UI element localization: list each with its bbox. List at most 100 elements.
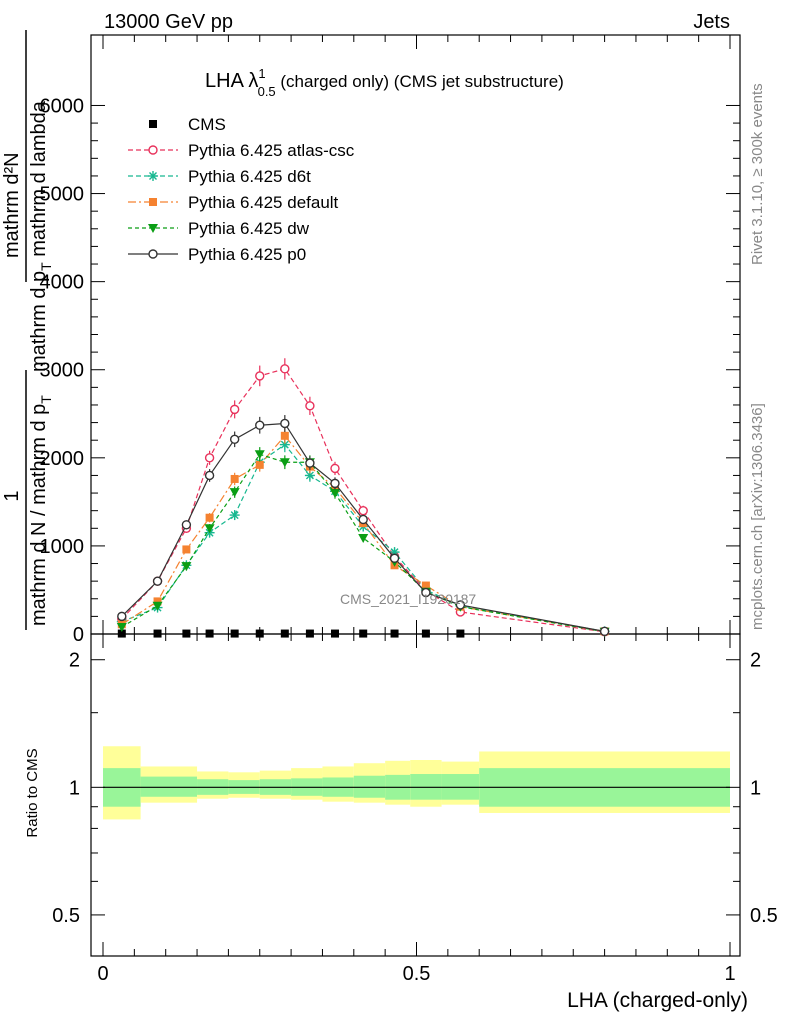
data-point-cms <box>255 629 264 638</box>
legend-label: CMS <box>188 115 226 134</box>
legend-marker <box>149 120 157 128</box>
data-point-cms <box>456 629 465 638</box>
data-point-cms <box>205 629 214 638</box>
data-point-cms <box>182 629 191 638</box>
ratio-y-tick-label-right: 2 <box>750 650 761 672</box>
plot-title-main: LHA λ <box>205 70 258 92</box>
data-point-atlas-csc <box>305 401 315 411</box>
main-y-tick-label: 6000 <box>40 95 85 117</box>
data-point-p0 <box>229 434 240 445</box>
data-point-p0 <box>358 514 368 525</box>
main-y-tick-label: 2000 <box>40 448 85 470</box>
data-point-p0 <box>455 600 466 610</box>
ratio-y-tick-label: 0.5 <box>52 905 80 927</box>
legend-label: Pythia 6.425 d6t <box>188 167 311 186</box>
data-point-default <box>255 460 264 469</box>
main-y-axis-label: 1 mathrm d N / mathrm d pT mathrm d²N ma… <box>1 30 54 630</box>
data-point-dw <box>254 450 265 460</box>
data-point-cms <box>117 629 126 638</box>
header-right: Jets <box>693 11 730 33</box>
ylabel-denominator: mathrm d N / mathrm d pT <box>28 395 54 626</box>
plot-title-sup: 1 <box>258 66 265 81</box>
data-point-atlas-csc <box>229 404 240 415</box>
main-y-tick-label: 1000 <box>40 536 85 558</box>
ylabel-dpt-dlambda: mathrm d pT mathrm d lambda <box>28 100 54 372</box>
data-point-p0 <box>255 420 265 430</box>
data-point-p0 <box>204 470 215 481</box>
data-point-cms <box>421 629 430 638</box>
ratio-y-tick-label: 1 <box>69 777 80 799</box>
star-stroke <box>305 471 314 480</box>
legend-marker <box>148 249 158 259</box>
series-line-default <box>121 434 605 632</box>
ylabel-numerator: 1 <box>1 490 23 501</box>
data-point-p0 <box>152 576 163 586</box>
ylabel-dlambda-text: mathrm d lambda <box>28 100 50 262</box>
ylabel-d2n: mathrm d²N <box>1 152 23 258</box>
data-point-default <box>182 545 191 554</box>
data-point-atlas-csc <box>358 505 368 516</box>
ylabel-dpt-sub: T <box>38 262 54 271</box>
series-line-d6t <box>121 443 605 632</box>
data-point-cms <box>280 629 289 638</box>
main-y-tick-label: 3000 <box>40 360 85 382</box>
star-stroke <box>149 172 157 180</box>
data-point-p0 <box>305 458 315 468</box>
data-point-p0 <box>280 418 290 429</box>
ratio-inner-band <box>140 776 198 797</box>
legend-label: Pythia 6.425 p0 <box>188 245 306 264</box>
data-point-cms <box>305 629 314 638</box>
data-point-dw <box>181 562 192 572</box>
ratio-x-tick-label: 0 <box>97 963 108 985</box>
legend-marker <box>148 171 158 181</box>
series-dw <box>116 447 610 637</box>
ylabel-denominator-text: mathrm d N / mathrm d p <box>28 404 50 626</box>
star-stroke <box>230 511 239 520</box>
data-point-p0 <box>421 587 431 598</box>
data-point-atlas-csc <box>280 364 290 374</box>
legend-label: Pythia 6.425 atlas-csc <box>188 141 355 160</box>
legend-label: Pythia 6.425 default <box>188 193 339 212</box>
ratio-x-tick-label: 1 <box>724 963 735 985</box>
data-point-cms <box>153 629 162 638</box>
data-point-atlas-csc <box>330 463 340 474</box>
data-point-p0 <box>330 478 340 489</box>
data-point-cms <box>390 629 399 638</box>
analysis-watermark: CMS_2021_I1920187 <box>340 591 476 607</box>
ratio-y-axis-label: Ratio to CMS <box>24 748 41 837</box>
data-point-default <box>280 431 289 440</box>
ratio-y-tick-label-right: 0.5 <box>750 905 778 927</box>
data-point-dw <box>329 489 340 499</box>
main-y-tick-label: 5000 <box>40 184 85 206</box>
legend: CMS Pythia 6.425 atlas-csc Pythia 6.425 d6… <box>128 115 355 264</box>
data-point-cms <box>330 629 339 638</box>
star-stroke <box>280 440 289 449</box>
data-point-default <box>230 474 239 483</box>
mcplots-label: mcplots.cern.ch [arXiv:1306.3436] <box>749 403 766 630</box>
series-line-p0 <box>121 422 605 632</box>
rivet-label: Rivet 3.1.10, ≥ 300k events <box>749 83 766 265</box>
data-point-cms <box>359 629 368 638</box>
ylabel-dpt-text: mathrm d p <box>28 271 50 372</box>
ratio-y-tick-label: 2 <box>69 650 80 672</box>
data-point-p0 <box>389 553 400 563</box>
plot-title-sub: 0.5 <box>258 84 276 99</box>
data-point-p0 <box>117 611 127 622</box>
ratio-plot-frame <box>90 633 741 957</box>
legend-marker <box>148 145 158 155</box>
data-point-atlas-csc <box>204 453 215 463</box>
x-axis-label: LHA (charged-only) <box>567 989 748 1012</box>
series-p0 <box>117 415 610 637</box>
header-left: 13000 GeV pp <box>104 11 233 33</box>
ylabel-denominator-sub: T <box>38 395 54 404</box>
data-point-p0 <box>599 626 610 637</box>
ratio-y-tick-label-right: 1 <box>750 777 761 799</box>
plot-title: LHA λ1 0.5 (charged only) (CMS jet substr… <box>205 66 564 99</box>
main-y-tick-label: 0 <box>73 624 84 646</box>
plot-title-rest: (charged only) (CMS jet substructure) <box>276 72 564 91</box>
data-point-dw <box>229 488 240 498</box>
data-point-default <box>421 581 430 590</box>
series-layer <box>116 358 610 638</box>
legend-marker <box>149 198 157 206</box>
